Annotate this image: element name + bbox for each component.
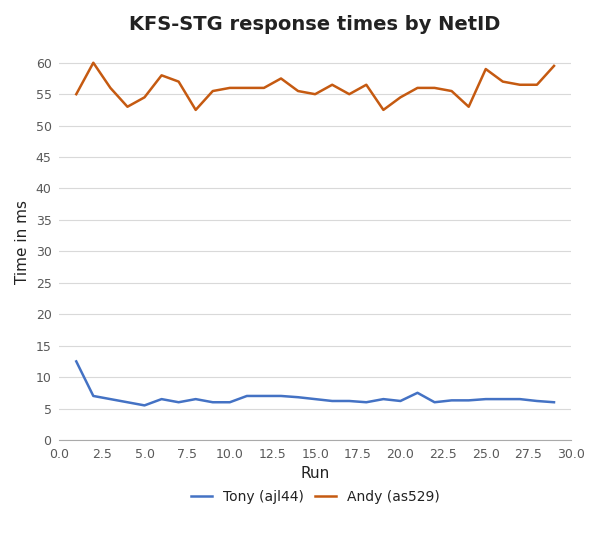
Andy (as529) <box>277 75 284 82</box>
Tony (ajl44) <box>73 358 80 365</box>
Tony (ajl44) <box>124 399 131 405</box>
Tony (ajl44) <box>414 389 421 396</box>
Andy (as529) <box>226 85 233 91</box>
Andy (as529) <box>175 78 182 85</box>
Andy (as529) <box>158 72 165 79</box>
Tony (ajl44) <box>482 396 490 403</box>
Tony (ajl44) <box>277 393 284 399</box>
Tony (ajl44) <box>346 398 353 404</box>
X-axis label: Run: Run <box>301 466 330 481</box>
Andy (as529) <box>209 88 217 95</box>
Tony (ajl44) <box>431 399 438 405</box>
Tony (ajl44) <box>311 396 319 403</box>
Tony (ajl44) <box>260 393 268 399</box>
Andy (as529) <box>295 88 302 95</box>
Tony (ajl44) <box>90 393 97 399</box>
Andy (as529) <box>482 66 490 73</box>
Tony (ajl44) <box>107 396 114 403</box>
Andy (as529) <box>533 81 541 88</box>
Andy (as529) <box>243 85 250 91</box>
Andy (as529) <box>499 78 506 85</box>
Tony (ajl44) <box>158 396 165 403</box>
Andy (as529) <box>260 85 268 91</box>
Tony (ajl44) <box>397 398 404 404</box>
Tony (ajl44) <box>175 399 182 405</box>
Andy (as529) <box>550 63 557 69</box>
Andy (as529) <box>397 94 404 101</box>
Y-axis label: Time in ms: Time in ms <box>15 200 30 284</box>
Andy (as529) <box>448 88 455 95</box>
Title: KFS-STG response times by NetID: KFS-STG response times by NetID <box>130 15 501 34</box>
Andy (as529) <box>192 107 199 113</box>
Andy (as529) <box>516 81 523 88</box>
Legend: Tony (ajl44), Andy (as529): Tony (ajl44), Andy (as529) <box>191 491 439 504</box>
Andy (as529) <box>329 81 336 88</box>
Tony (ajl44) <box>448 397 455 404</box>
Tony (ajl44) <box>329 398 336 404</box>
Tony (ajl44) <box>380 396 387 403</box>
Tony (ajl44) <box>141 402 148 409</box>
Andy (as529) <box>107 85 114 91</box>
Tony (ajl44) <box>295 394 302 400</box>
Tony (ajl44) <box>226 399 233 405</box>
Andy (as529) <box>465 103 472 110</box>
Line: Tony (ajl44): Tony (ajl44) <box>76 361 554 405</box>
Andy (as529) <box>431 85 438 91</box>
Line: Andy (as529): Andy (as529) <box>76 63 554 110</box>
Tony (ajl44) <box>550 399 557 405</box>
Andy (as529) <box>346 91 353 97</box>
Tony (ajl44) <box>465 397 472 404</box>
Andy (as529) <box>363 81 370 88</box>
Tony (ajl44) <box>363 399 370 405</box>
Tony (ajl44) <box>533 398 541 404</box>
Tony (ajl44) <box>243 393 250 399</box>
Andy (as529) <box>73 91 80 97</box>
Andy (as529) <box>414 85 421 91</box>
Andy (as529) <box>311 91 319 97</box>
Tony (ajl44) <box>209 399 217 405</box>
Andy (as529) <box>124 103 131 110</box>
Andy (as529) <box>380 107 387 113</box>
Tony (ajl44) <box>499 396 506 403</box>
Tony (ajl44) <box>192 396 199 403</box>
Andy (as529) <box>90 59 97 66</box>
Andy (as529) <box>141 94 148 101</box>
Tony (ajl44) <box>516 396 523 403</box>
